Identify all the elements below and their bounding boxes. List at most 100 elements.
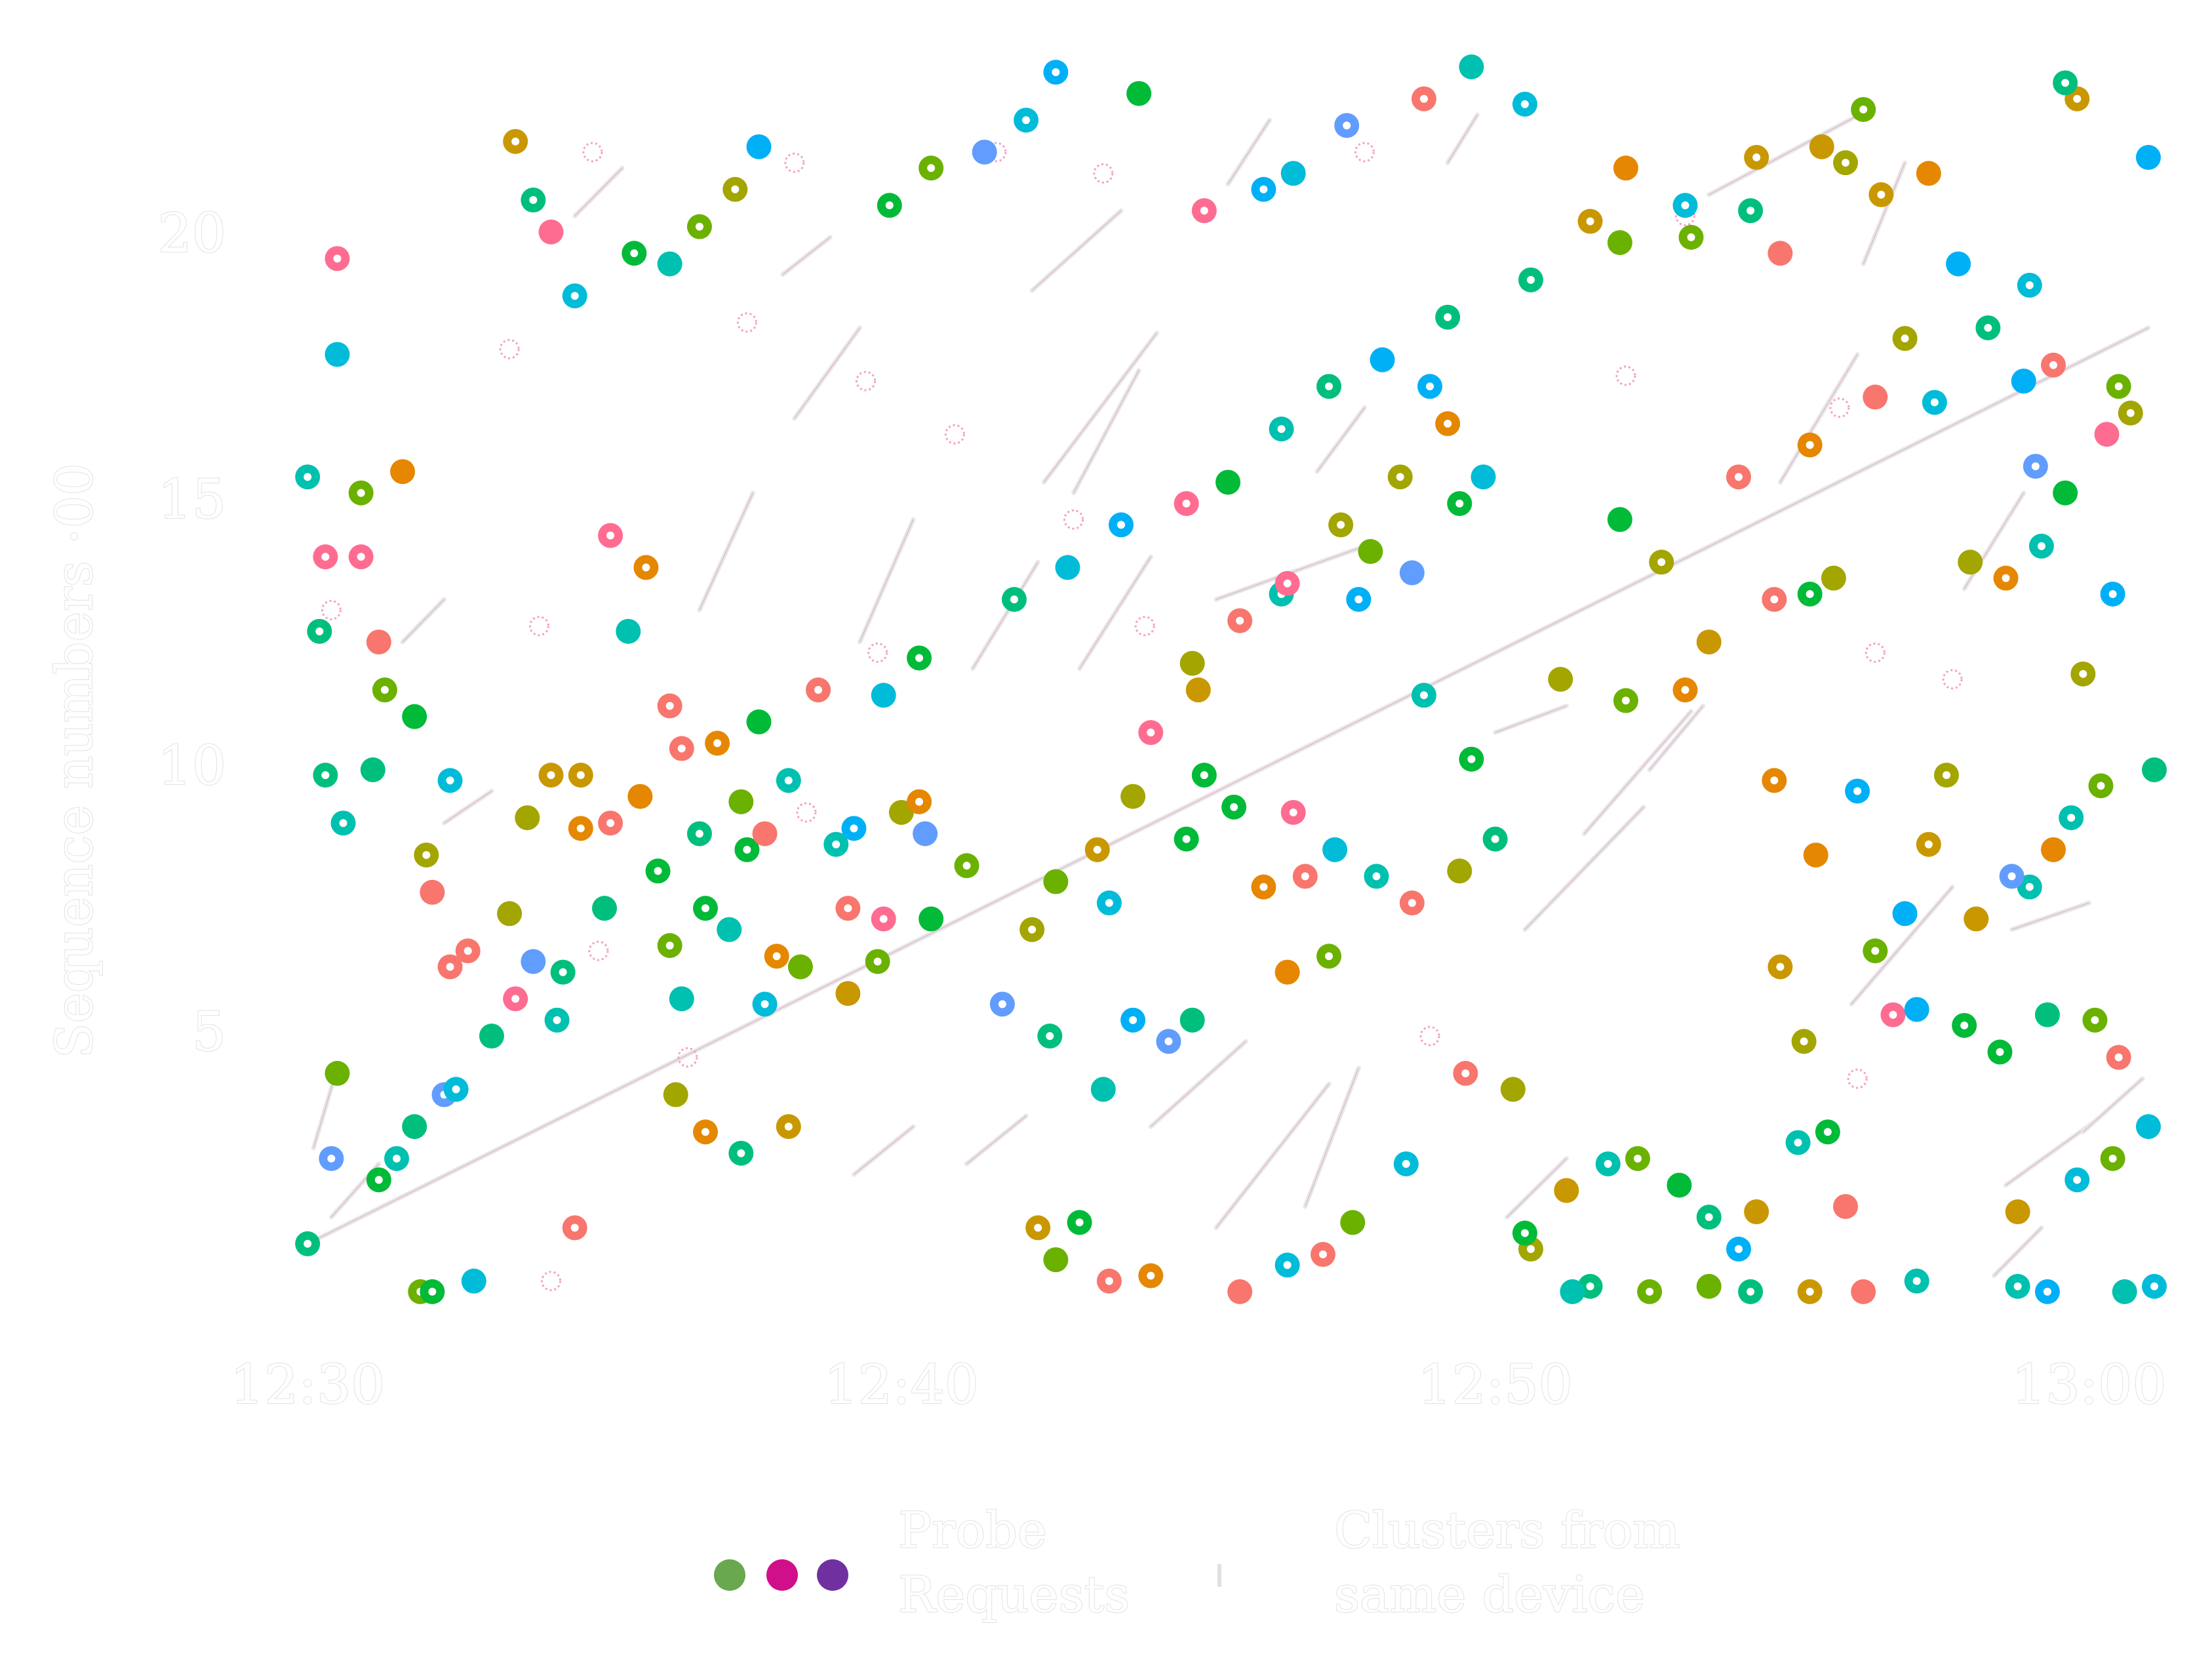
- probe-point: [1471, 464, 1496, 490]
- probe-point: [1280, 161, 1306, 186]
- probe-point: [918, 906, 944, 932]
- probe-point: [835, 981, 861, 1007]
- probe-point-hole: [2031, 462, 2040, 471]
- cluster-link: [2009, 900, 2091, 932]
- probe-point: [1554, 1178, 1579, 1203]
- cluster-link: [1505, 1156, 1569, 1220]
- spark-mark: [1093, 163, 1114, 184]
- probe-point-hole: [1343, 121, 1351, 130]
- probe-point-hole: [446, 963, 454, 971]
- y-tick-label: 10: [158, 735, 226, 797]
- probe-point-hole: [1770, 595, 1779, 604]
- probe-point: [1370, 347, 1395, 372]
- spark-mark: [499, 338, 520, 359]
- cluster-link: [780, 235, 833, 277]
- probe-point: [2041, 837, 2066, 862]
- cluster-link: [572, 165, 625, 218]
- probe-point-hole: [737, 1149, 745, 1157]
- probe-point-hole: [1586, 1282, 1594, 1290]
- probe-point-hole: [1942, 771, 1950, 780]
- probe-point-hole: [915, 654, 924, 662]
- probe-point: [420, 879, 445, 905]
- probe-point-hole: [760, 1000, 769, 1008]
- probe-point-hole: [1930, 398, 1939, 407]
- probe-point: [325, 1060, 350, 1086]
- probe-point-hole: [1752, 153, 1761, 162]
- spark-mark: [867, 642, 888, 663]
- cluster-link-core: [1779, 354, 1858, 483]
- probe-point: [390, 459, 416, 485]
- probe-point-hole: [570, 292, 579, 300]
- probe-point-hole: [1034, 1224, 1042, 1232]
- probe-point-hole: [1419, 691, 1428, 700]
- probe-point-hole: [2037, 542, 2045, 550]
- probe-point-hole: [1842, 159, 1850, 167]
- x-tick-label: 13:00: [2011, 1354, 2166, 1416]
- cluster-link-core: [1649, 706, 1704, 770]
- probe-point-hole: [446, 776, 454, 785]
- probe-point-hole: [570, 1224, 579, 1232]
- probe-point: [1892, 901, 1918, 927]
- spark-mark: [528, 616, 549, 637]
- probe-point: [1120, 784, 1146, 809]
- probe-point-hole: [1901, 334, 1909, 343]
- cluster-link-core: [1078, 556, 1151, 669]
- probe-point-hole: [1022, 116, 1031, 125]
- probe-point-hole: [339, 819, 347, 828]
- cluster-link: [1041, 330, 1159, 485]
- probe-point-hole: [2114, 382, 2123, 391]
- probe-point: [1863, 384, 1888, 410]
- cluster-link: [697, 490, 755, 612]
- probe-point: [746, 709, 772, 734]
- cluster-link: [1029, 208, 1124, 293]
- probe-point-hole: [1010, 595, 1018, 604]
- probe-point-hole: [1526, 1245, 1535, 1253]
- probe-point-hole: [1419, 94, 1428, 103]
- probe-point-hole: [1859, 105, 1868, 113]
- cluster-link: [1071, 368, 1141, 496]
- cluster-link-core: [1851, 887, 1953, 1005]
- probe-point-hole: [2114, 1053, 2123, 1062]
- spark-mark: [588, 940, 609, 961]
- probe-point-hole: [576, 824, 585, 833]
- probe-point: [592, 896, 618, 921]
- probe-point-hole: [1259, 883, 1268, 891]
- probe-point-hole: [321, 553, 330, 561]
- probe-point: [1964, 906, 1989, 932]
- cluster-link-core: [402, 599, 445, 643]
- probe-point: [1946, 251, 1971, 277]
- probe-point-hole: [1657, 558, 1666, 567]
- probe-point: [1358, 539, 1383, 565]
- y-axis: Sequence numbers ·00 5 10 15 20: [45, 202, 227, 1064]
- legend-label-clusters: Clusters from same device: [1334, 1501, 1680, 1624]
- cluster-link-core: [307, 327, 2149, 1245]
- probe-point-hole: [2043, 1287, 2051, 1296]
- probe-point-hole: [1396, 473, 1404, 481]
- cluster-link: [1225, 117, 1272, 187]
- spark-mark: [1134, 616, 1155, 637]
- cluster-link-core: [966, 1115, 1027, 1165]
- probe-point: [1904, 997, 1929, 1022]
- cluster-link: [1493, 704, 1569, 735]
- probe-point-hole: [642, 563, 650, 572]
- probe-point-hole: [879, 915, 888, 923]
- probe-point-hole: [2013, 1282, 2022, 1290]
- legend-text-line: Clusters from: [1334, 1501, 1680, 1559]
- probe-point: [787, 954, 813, 980]
- probe-point-hole: [428, 1287, 437, 1296]
- probe-point-hole: [1877, 190, 1886, 199]
- probe-point: [2135, 1114, 2161, 1140]
- cluster-link: [964, 1113, 1029, 1167]
- cluster-link-core: [1524, 807, 1644, 930]
- probe-point-hole: [844, 904, 852, 913]
- legend-text-line: Probe: [898, 1501, 1047, 1559]
- probe-point: [1447, 858, 1472, 884]
- probe-point: [538, 219, 564, 245]
- probe-point: [1340, 1210, 1366, 1235]
- probe-point-hole: [784, 776, 793, 785]
- spark-mark: [1829, 397, 1850, 418]
- y-tick-label: 20: [158, 203, 226, 265]
- cluster-link-core: [1150, 1041, 1246, 1127]
- probe-point-hole: [1372, 872, 1381, 881]
- spark-mark: [1615, 365, 1636, 386]
